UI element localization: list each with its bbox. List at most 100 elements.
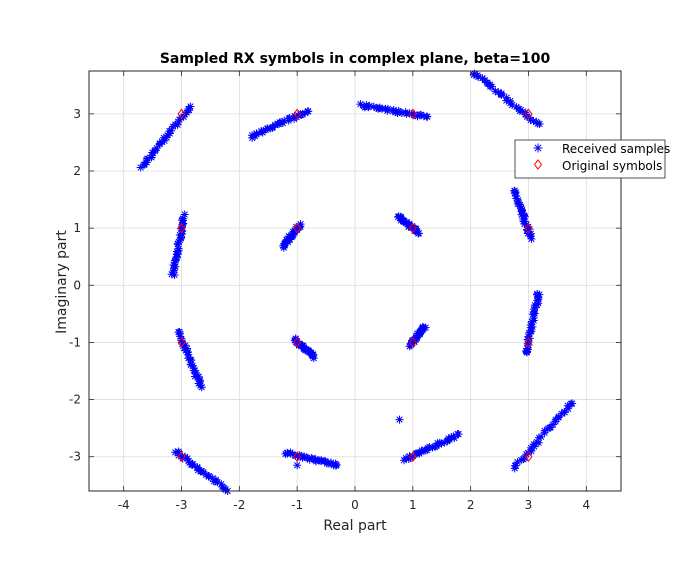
original-symbol-point — [524, 222, 533, 234]
received-sample-point — [179, 339, 188, 348]
received-sample-point — [176, 235, 185, 244]
received-sample-point — [525, 225, 534, 234]
received-sample-point — [515, 107, 524, 116]
received-sample-point — [208, 474, 217, 483]
received-sample-point — [414, 229, 423, 238]
received-sample-point — [526, 320, 535, 329]
received-sample-point — [296, 220, 305, 229]
received-sample-point — [517, 210, 526, 219]
received-sample-point — [175, 115, 184, 124]
received-sample-point — [300, 452, 309, 461]
received-sample-point — [278, 119, 287, 128]
received-sample-point — [529, 117, 538, 126]
received-sample-point — [280, 116, 289, 125]
received-sample-point — [177, 336, 186, 345]
received-sample-point — [285, 113, 294, 122]
received-sample-point — [279, 243, 288, 252]
received-sample-point — [567, 399, 576, 408]
original-symbol-point — [293, 108, 302, 120]
y-tick-label: 1 — [73, 221, 81, 235]
received-sample-point — [157, 137, 166, 146]
x-axis-title: Real part — [323, 518, 387, 534]
received-sample-point — [529, 314, 538, 323]
received-sample-point — [186, 102, 195, 111]
received-sample-point — [413, 112, 422, 121]
received-sample-point — [172, 247, 181, 256]
received-sample-point — [252, 129, 261, 138]
received-sample-point — [524, 222, 533, 231]
received-sample-point — [283, 238, 292, 247]
y-tick-label: -2 — [69, 393, 81, 407]
original-symbol-point — [408, 222, 417, 234]
received-sample-point — [511, 461, 520, 470]
received-sample-point — [543, 424, 552, 433]
received-sample-point — [176, 234, 185, 243]
legend-label-received: Received samples — [562, 142, 670, 156]
received-sample-point — [162, 133, 171, 142]
received-sample-point — [383, 104, 392, 113]
x-tick-label: 0 — [351, 498, 359, 512]
received-sample-point — [395, 415, 404, 424]
received-sample-point — [324, 459, 333, 468]
legend-label-original: Original symbols — [562, 159, 662, 173]
received-sample-point — [289, 227, 298, 236]
received-sample-point — [450, 434, 459, 443]
received-sample-point — [410, 110, 419, 119]
received-sample-point — [535, 119, 544, 128]
y-tick-label: 2 — [73, 164, 81, 178]
received-sample-point — [309, 354, 318, 363]
received-sample-point — [308, 352, 317, 361]
original-symbol-point — [177, 108, 186, 120]
x-tick-label: 4 — [582, 498, 590, 512]
received-sample-point — [286, 449, 295, 458]
y-axis-title: Imaginary part — [54, 230, 70, 334]
received-sample-point — [147, 153, 156, 162]
received-sample-point — [197, 383, 206, 392]
received-sample-point — [193, 464, 202, 473]
received-sample-point — [533, 289, 542, 298]
received-sample-point — [173, 120, 182, 129]
received-sample-point — [169, 267, 178, 276]
received-sample-point — [181, 341, 190, 350]
legend-asterisk-glyph — [533, 143, 543, 153]
received-sample-point — [525, 230, 534, 239]
received-sample-point — [487, 82, 496, 91]
y-tick-label: 3 — [73, 107, 81, 121]
received-sample-point — [412, 332, 421, 341]
received-sample-point — [520, 220, 529, 229]
received-sample-point — [369, 102, 378, 111]
received-sample-point — [532, 117, 541, 126]
received-sample-point — [175, 327, 184, 336]
received-sample-point — [148, 148, 157, 157]
received-sample-point — [545, 423, 554, 432]
received-sample-point — [415, 111, 424, 120]
received-sample-point — [152, 144, 161, 153]
legend: Received samples Original symbols — [514, 139, 670, 179]
received-sample-point — [177, 223, 186, 232]
data-layer — [136, 69, 577, 496]
received-sample-point — [523, 344, 532, 353]
received-sample-point — [435, 438, 444, 447]
received-sample-point — [248, 131, 257, 140]
received-sample-point — [257, 127, 266, 136]
received-sample-point — [554, 412, 563, 421]
x-tick-label: -4 — [118, 498, 130, 512]
received-sample-point — [170, 271, 179, 279]
received-sample-point — [174, 117, 183, 126]
received-sample-point — [535, 290, 544, 299]
received-sample-point — [171, 448, 180, 457]
received-sample-point — [401, 108, 410, 117]
received-sample-point — [143, 154, 152, 163]
received-sample-point — [497, 90, 506, 99]
received-sample-point — [423, 112, 432, 121]
x-tick-label: 1 — [409, 498, 417, 512]
legend-marker-original — [533, 159, 543, 170]
received-sample-point — [188, 361, 197, 370]
received-sample-point — [473, 71, 482, 80]
received-sample-point — [195, 377, 204, 386]
received-sample-point — [407, 222, 416, 231]
received-sample-point — [276, 118, 285, 127]
x-tick-label: -3 — [176, 498, 188, 512]
received-sample-point — [454, 430, 463, 439]
